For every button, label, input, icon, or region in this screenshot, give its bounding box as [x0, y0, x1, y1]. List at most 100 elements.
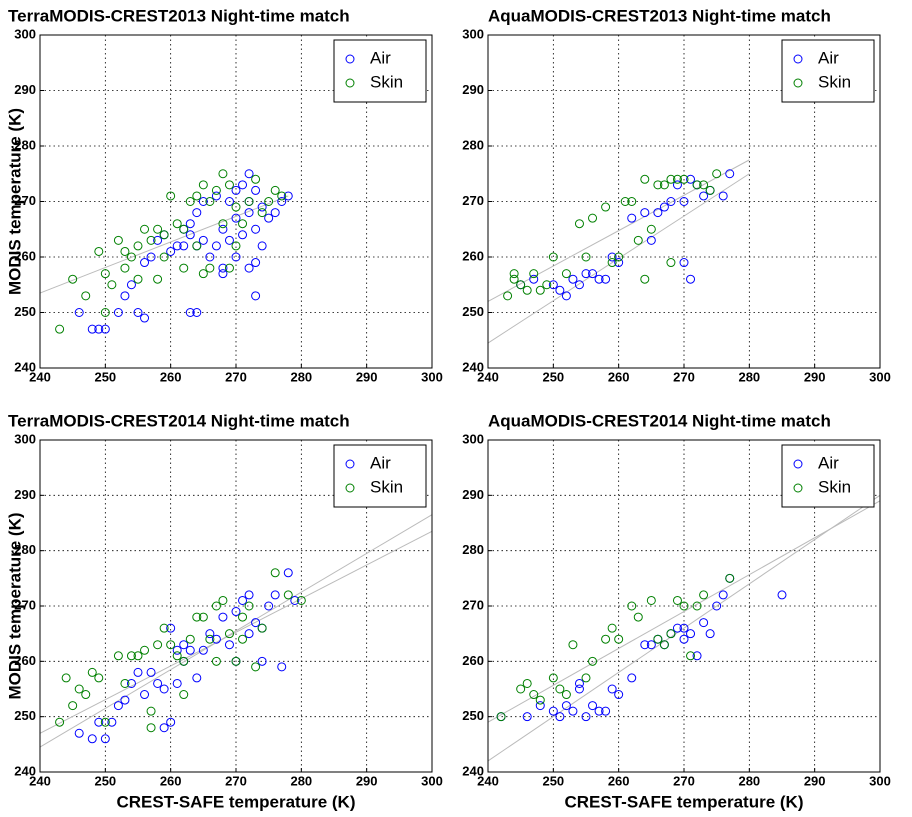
data-point	[238, 634, 248, 644]
y-tick-label: 280	[462, 137, 484, 152]
x-tick-label: 270	[225, 369, 247, 384]
data-point	[646, 224, 656, 234]
data-point	[211, 241, 221, 251]
legend-marker	[345, 78, 355, 88]
data-point	[113, 308, 123, 317]
data-point	[224, 640, 234, 650]
data-point	[251, 258, 261, 268]
legend-box	[781, 444, 875, 508]
data-point	[627, 673, 637, 683]
data-point	[588, 269, 598, 279]
data-point	[205, 629, 215, 639]
data-point	[699, 590, 709, 600]
data-point	[179, 263, 189, 273]
y-tick-label: 290	[462, 487, 484, 502]
data-point	[561, 701, 571, 711]
data-point	[607, 684, 617, 694]
data-point	[94, 673, 104, 683]
data-point	[107, 280, 117, 290]
data-point	[185, 219, 195, 229]
data-point	[633, 235, 643, 245]
legend-marker	[345, 459, 355, 469]
data-point	[555, 712, 565, 722]
data-point	[198, 197, 208, 206]
data-point	[574, 280, 584, 290]
data-point	[257, 241, 267, 251]
data-point	[264, 197, 274, 206]
data-point	[205, 252, 215, 262]
data-point	[594, 274, 604, 284]
data-point	[55, 717, 65, 727]
data-point	[140, 313, 150, 323]
data-point	[238, 230, 248, 240]
data-point	[640, 640, 650, 650]
data-point	[74, 684, 84, 694]
legend-marker	[793, 483, 803, 493]
legend-marker	[345, 54, 355, 64]
data-point	[185, 230, 195, 240]
data-point	[146, 667, 156, 677]
fit-line	[39, 195, 289, 294]
data-point	[659, 180, 669, 190]
fit-line	[487, 494, 881, 762]
data-point	[61, 673, 71, 683]
fit-line	[39, 514, 433, 748]
data-point	[277, 191, 287, 201]
data-point	[140, 645, 150, 655]
data-point	[718, 191, 728, 201]
data-point	[601, 202, 611, 212]
data-point	[172, 241, 182, 251]
legend-label: Skin	[818, 477, 851, 496]
data-point	[81, 690, 91, 700]
data-point	[601, 274, 611, 284]
data-point	[283, 191, 293, 201]
data-point	[686, 174, 696, 184]
data-point	[264, 601, 274, 611]
data-point	[244, 263, 254, 273]
subplot-title: TerraMODIS-CREST2014 Night-time match	[8, 411, 350, 430]
data-point	[614, 634, 624, 644]
data-point	[218, 263, 228, 273]
data-point	[574, 678, 584, 688]
x-tick-label: 260	[608, 773, 630, 788]
data-point	[614, 690, 624, 700]
legend-label: Air	[370, 453, 391, 472]
data-point	[120, 263, 130, 273]
data-point	[640, 208, 650, 218]
fit-line	[487, 159, 750, 302]
y-tick-label: 260	[14, 653, 36, 668]
data-point	[159, 723, 169, 733]
data-point	[646, 640, 656, 650]
x-tick-label: 240	[477, 773, 499, 788]
x-tick-label: 300	[421, 773, 443, 788]
data-point	[224, 197, 234, 206]
data-point	[718, 590, 728, 600]
subplot-title: AquaMODIS-CREST2013 Night-time match	[488, 6, 831, 25]
data-point	[568, 274, 578, 284]
data-point	[211, 634, 221, 644]
legend-label: Skin	[370, 477, 403, 496]
x-tick-label: 280	[290, 773, 312, 788]
data-point	[100, 324, 110, 334]
data-point	[270, 590, 280, 600]
data-point	[568, 640, 578, 650]
y-tick-label: 280	[462, 542, 484, 557]
data-point	[205, 263, 215, 273]
data-point	[679, 258, 689, 268]
data-point	[231, 202, 241, 212]
subplot: TerraMODIS-CREST2013 Night-time match 240…	[5, 6, 442, 384]
data-point	[725, 169, 735, 179]
data-point	[205, 634, 215, 644]
data-point	[238, 180, 248, 190]
y-tick-label: 240	[462, 359, 484, 374]
data-point	[238, 219, 248, 229]
data-point	[107, 717, 117, 727]
y-tick-label: 300	[14, 26, 36, 41]
y-tick-label: 270	[14, 193, 36, 208]
data-point	[283, 590, 293, 600]
data-point	[146, 235, 156, 245]
data-point	[159, 230, 169, 240]
data-point	[251, 662, 261, 672]
data-point	[535, 701, 545, 711]
